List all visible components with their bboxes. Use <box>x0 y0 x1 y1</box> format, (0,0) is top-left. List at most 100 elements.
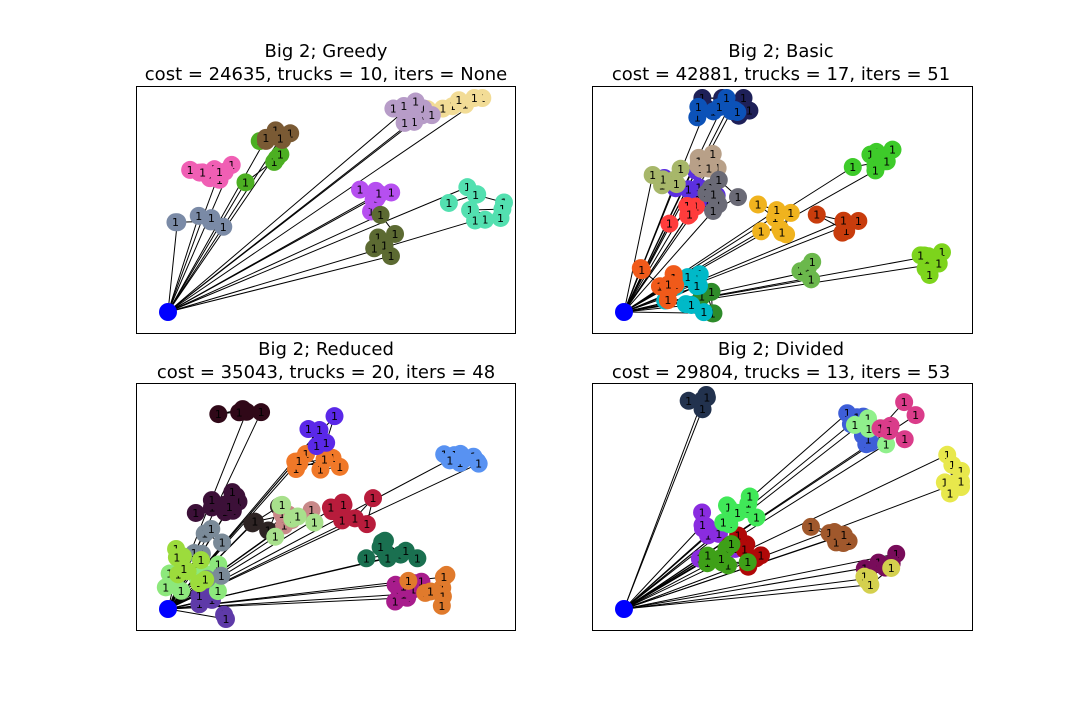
customer-node <box>660 214 679 233</box>
node-label: 1 <box>808 273 815 286</box>
node-label: 1 <box>235 496 242 509</box>
depot-node <box>615 600 633 618</box>
customer-node <box>386 224 405 243</box>
route-edge <box>623 481 962 610</box>
node-label: 1 <box>412 96 419 109</box>
node-label: 1 <box>685 183 692 196</box>
node-label: 1 <box>472 189 479 202</box>
node-label: 1 <box>807 521 814 534</box>
node-label: 1 <box>901 396 908 409</box>
node-label: 1 <box>889 144 896 157</box>
customer-node <box>717 89 736 107</box>
customer-node <box>697 388 716 407</box>
node-label: 1 <box>471 92 478 105</box>
customer-node <box>439 193 458 212</box>
customer-node <box>747 508 766 527</box>
customer-node <box>172 581 191 600</box>
route-edge <box>167 186 468 313</box>
customer-node <box>738 553 757 572</box>
customer-node <box>466 185 485 204</box>
node-label: 1 <box>192 507 199 520</box>
node-label: 1 <box>813 209 820 222</box>
customer-node <box>866 161 885 180</box>
node-label: 1 <box>947 487 954 500</box>
customer-node <box>465 89 484 107</box>
customer-node <box>772 223 791 242</box>
node-label: 1 <box>368 205 375 218</box>
customer-node <box>687 277 706 296</box>
node-label: 1 <box>400 100 407 113</box>
customer-node <box>722 535 741 554</box>
node-label: 1 <box>196 590 203 603</box>
node-label: 1 <box>809 256 816 269</box>
node-label: 1 <box>778 227 785 240</box>
node-label: 1 <box>251 516 258 529</box>
route-edge <box>623 524 703 610</box>
node-label: 1 <box>741 543 748 556</box>
node-label: 1 <box>173 551 180 564</box>
customer-node <box>213 533 232 552</box>
node-label: 1 <box>698 291 705 304</box>
customer-node <box>911 246 930 265</box>
node-label: 1 <box>753 512 760 525</box>
customer-node <box>230 403 249 422</box>
node-label: 1 <box>445 197 452 210</box>
customer-node <box>728 102 747 121</box>
node-label: 1 <box>472 214 479 227</box>
node-label: 1 <box>754 198 761 211</box>
customer-node <box>214 217 233 236</box>
customer-node <box>929 254 948 273</box>
customer-node <box>643 166 662 185</box>
node-label: 1 <box>305 423 312 436</box>
node-label: 1 <box>427 585 434 598</box>
panel-greedy: Big 2; Greedy cost = 24635, trucks = 10,… <box>136 41 516 334</box>
customer-node <box>434 568 453 587</box>
node-label: 1 <box>265 524 272 537</box>
customer-node <box>166 213 185 232</box>
node-label: 1 <box>242 176 249 189</box>
customer-node <box>632 261 651 280</box>
route-edge <box>167 182 246 313</box>
customer-node <box>882 558 901 577</box>
node-label: 1 <box>935 258 942 271</box>
customer-node <box>469 454 488 473</box>
node-label: 1 <box>208 212 215 225</box>
customer-node <box>703 144 722 163</box>
node-label: 1 <box>664 294 671 307</box>
customer-node <box>807 205 826 224</box>
customer-node <box>325 407 344 426</box>
node-label: 1 <box>411 116 418 129</box>
node-label: 1 <box>941 476 948 489</box>
node-label: 1 <box>944 449 951 462</box>
customer-node <box>202 519 221 538</box>
node-label: 1 <box>401 117 408 130</box>
panel-title-line2: cost = 29804, trucks = 13, iters = 53 <box>611 362 951 383</box>
node-label: 1 <box>390 103 397 116</box>
customer-node <box>299 420 318 439</box>
node-label: 1 <box>277 133 284 146</box>
node-label: 1 <box>439 103 446 116</box>
node-label: 1 <box>728 538 735 551</box>
node-label: 1 <box>202 574 209 587</box>
node-label: 1 <box>316 424 323 437</box>
customer-node <box>381 247 400 266</box>
customer-node <box>421 582 440 601</box>
customer-node <box>378 549 397 568</box>
node-label: 1 <box>708 286 715 299</box>
customer-node <box>883 140 902 159</box>
node-label: 1 <box>446 454 453 467</box>
customer-node <box>406 92 425 111</box>
node-label: 1 <box>172 216 179 229</box>
customer-node <box>209 405 228 424</box>
node-label: 1 <box>883 438 890 451</box>
customer-node <box>693 503 712 522</box>
panel-title-line2: cost = 35043, trucks = 20, iters = 48 <box>156 362 496 383</box>
node-label: 1 <box>685 395 692 408</box>
customer-node <box>709 170 728 189</box>
node-label: 1 <box>377 541 384 554</box>
node-label: 1 <box>229 486 236 499</box>
node-label: 1 <box>688 299 695 312</box>
customer-node <box>849 211 868 230</box>
